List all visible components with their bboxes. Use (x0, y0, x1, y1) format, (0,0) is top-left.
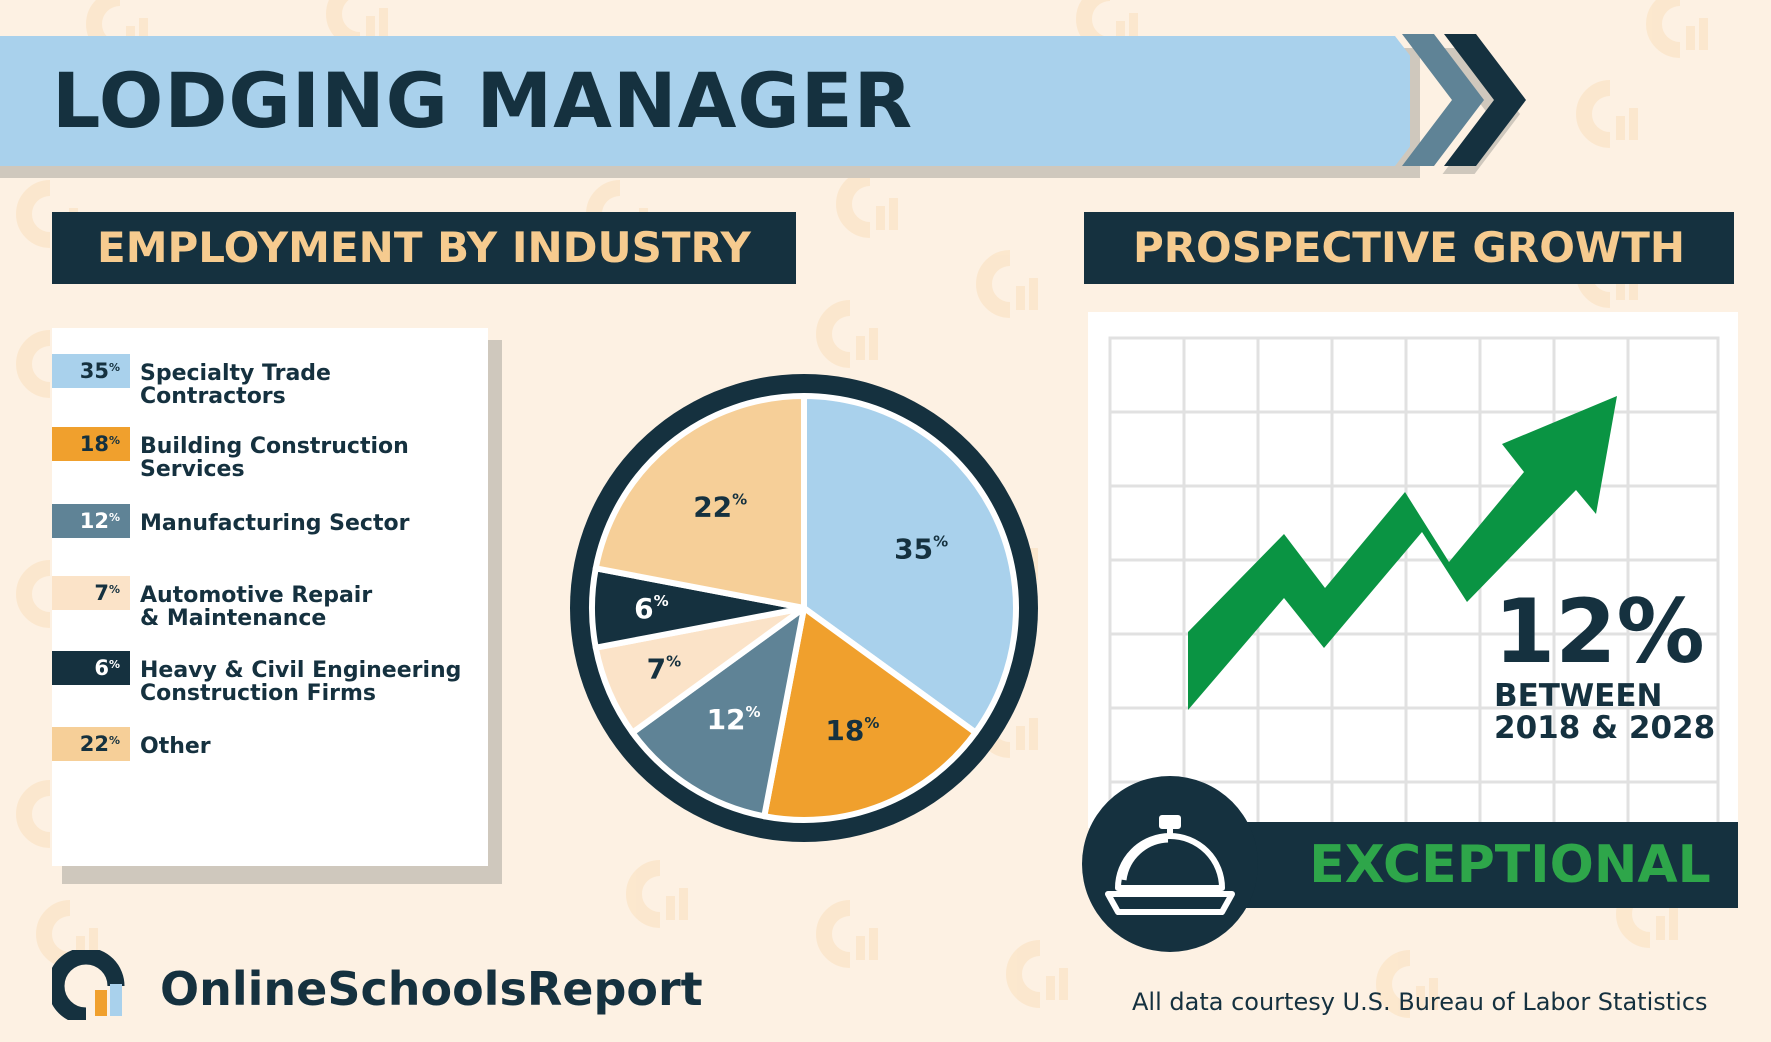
growth-rating: EXCEPTIONAL (1309, 835, 1711, 895)
growth-header: PROSPECTIVE GROWTH (1084, 212, 1734, 284)
growth-percent: 12% (1494, 580, 1705, 683)
rating-bar (1230, 822, 1738, 908)
pie-chart: 35%18%12%7%6%22% (570, 374, 1038, 842)
legend-swatch: 7% (52, 576, 130, 610)
pie-slice (592, 393, 807, 611)
legend-label: Specialty Trade Contractors (140, 361, 331, 409)
legend-swatch: 18% (52, 427, 130, 461)
growth-period-line1: BETWEEN (1494, 678, 1663, 714)
pie-slice (801, 393, 1019, 736)
service-bell-icon (1105, 815, 1235, 915)
pie-slice (761, 605, 979, 823)
pie-slice (629, 605, 807, 820)
title-banner (0, 36, 1410, 166)
growth-panel (1088, 312, 1738, 828)
chart-legend: 35% Specialty Trade Contractors 18% Buildin… (52, 328, 488, 866)
growth-arrow-icon (1188, 396, 1617, 710)
site-logo-icon (52, 950, 125, 1020)
page-title: LODGING MANAGER (52, 56, 914, 145)
legend-label: Other (140, 734, 211, 759)
legend-swatch: 12% (52, 504, 130, 538)
data-source: All data courtesy U.S. Bureau of Labor S… (1132, 988, 1708, 1016)
growth-period-line2: 2018 & 2028 (1494, 710, 1716, 746)
site-logo-text: OnlineSchoolsReport (160, 962, 703, 1016)
growth-graph (1108, 336, 1720, 828)
bell-badge (1082, 776, 1258, 952)
legend-swatch: 22% (52, 727, 130, 761)
legend-swatch: 35% (52, 354, 130, 388)
legend-label: Automotive Repair & Maintenance (140, 583, 373, 631)
legend-label: Heavy & Civil Engineering Construction F… (140, 658, 462, 706)
legend-label: Manufacturing Sector (140, 511, 410, 536)
chevron-right-icon (1402, 34, 1526, 174)
legend-swatch: 6% (52, 651, 130, 685)
pie-slice-label: 12% (707, 703, 761, 736)
employment-header: EMPLOYMENT BY INDUSTRY (52, 212, 796, 284)
growth-period: BETWEEN 2018 & 2028 (1494, 680, 1715, 744)
legend-label: Building Construction Services (140, 434, 409, 482)
